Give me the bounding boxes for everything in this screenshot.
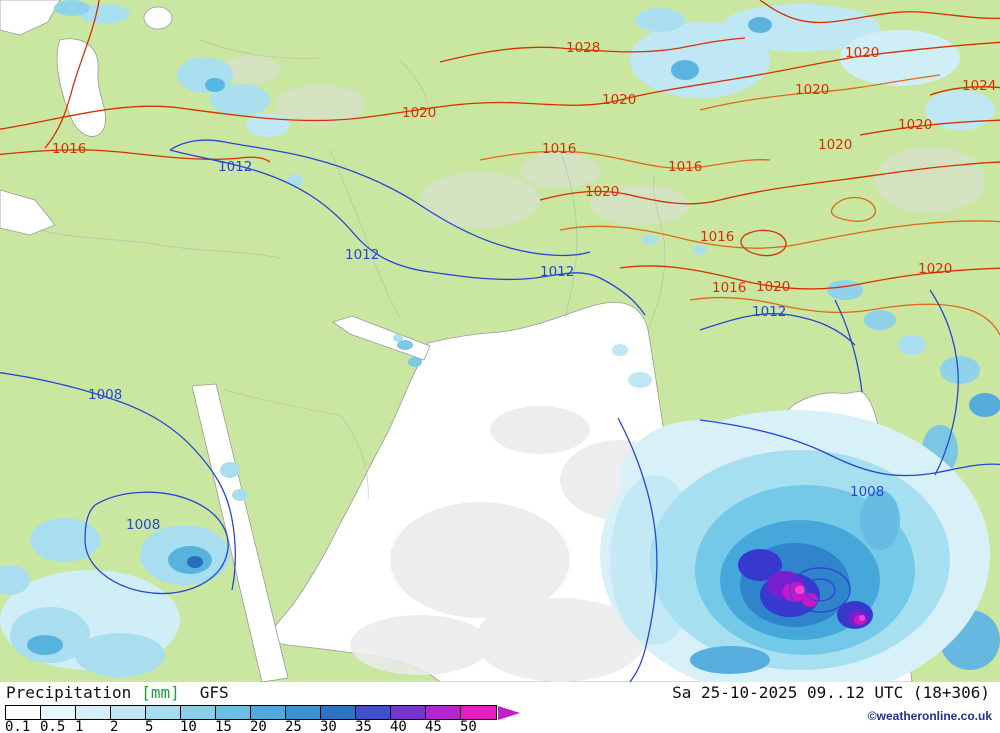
- isobar-label-red: 1020: [585, 184, 619, 200]
- isobar-label-red: 1020: [918, 261, 952, 277]
- isobar-label-red: 1020: [402, 105, 436, 121]
- legend-segment-35: [356, 706, 391, 719]
- legend-segment-45: [426, 706, 461, 719]
- map-title: Precipitation: [6, 683, 132, 702]
- footer-line: Precipitation [mm] GFS Sa 25-10-2025 09..1…: [0, 682, 1000, 703]
- footer: Precipitation [mm] GFS Sa 25-10-2025 09..1…: [0, 682, 1000, 733]
- legend-value-2: 2: [110, 719, 119, 733]
- legend-segment-20: [251, 706, 286, 719]
- legend-value-40: 40: [390, 719, 407, 733]
- legend-value-35: 35: [355, 719, 372, 733]
- legend-value-20: 20: [250, 719, 267, 733]
- legend-segment-25: [286, 706, 321, 719]
- isobar-label-red: 1016: [712, 280, 746, 296]
- country-borders: [39, 39, 666, 501]
- isobar-label-red: 1016: [542, 141, 576, 157]
- legend-segment-50: [461, 706, 496, 719]
- isobar-label-red: 1024: [962, 78, 996, 94]
- isobar-label-red: 1016: [700, 229, 734, 245]
- legend-value-30: 30: [320, 719, 337, 733]
- legend-segment-40: [391, 706, 426, 719]
- sea-area-red-sea: [191, 383, 289, 682]
- isobar-label-blue: 1008: [850, 484, 884, 500]
- isobars-blue: [0, 139, 1000, 682]
- legend-value-25: 25: [285, 719, 302, 733]
- legend-arrow: [498, 705, 520, 720]
- legend-segment-5: [146, 706, 181, 719]
- legend-value-50: 50: [460, 719, 477, 733]
- legend-segment-10: [181, 706, 216, 719]
- cyclone-core: [738, 549, 782, 581]
- isobar-label-red: 1020: [818, 137, 852, 153]
- legend-value-1: 1: [75, 719, 84, 733]
- terrain-layer: [220, 56, 985, 228]
- isobar-label-blue: 1012: [752, 304, 786, 320]
- legend-value-15: 15: [215, 719, 232, 733]
- legend-labels: 0.1 0.5 1 2 5 10 15 20 25 30 35 40 45 50: [5, 719, 495, 733]
- isobar-label-red: 1020: [602, 92, 636, 108]
- isobar-label-red: 1020: [845, 45, 879, 61]
- isobar-labels: 1028 1020 1024 1020 1020 1020 1020 1016 1016 1020…: [52, 40, 996, 533]
- map-model: GFS: [199, 683, 229, 702]
- legend-value-0.1: 0.1: [5, 719, 31, 733]
- isobar-label-blue: 1012: [540, 264, 574, 280]
- sea-area-aral: [143, 6, 173, 30]
- map-datetime: Sa 25-10-2025 09..12 UTC (18+306): [672, 683, 990, 702]
- legend-value-5: 5: [145, 719, 154, 733]
- copyright-link[interactable]: ©weatheronline.co.uk: [867, 709, 992, 723]
- legend-segment-2: [111, 706, 146, 719]
- isobar-label-red: 1020: [756, 279, 790, 295]
- weather-map: 1028 1020 1024 1020 1020 1020 1020 1016 1016 1020…: [0, 0, 1000, 682]
- legend-segment-15: [216, 706, 251, 719]
- sea-area-black-sea: [0, 0, 61, 36]
- isobar-label-blue: 1012: [345, 247, 379, 263]
- sea-area-mediterranean: [0, 189, 56, 236]
- isobar-label-red: 1020: [898, 117, 932, 133]
- isobars-red: [0, 0, 1000, 336]
- legend-value-45: 45: [425, 719, 442, 733]
- isobar-label-blue: 1012: [218, 159, 252, 175]
- legend-bar: [5, 705, 497, 720]
- isobar-label-red: 1020: [795, 82, 829, 98]
- legend: [5, 705, 520, 720]
- legend-value-10: 10: [180, 719, 197, 733]
- footer-left: Precipitation [mm] GFS: [6, 683, 239, 702]
- isobar-label-red: 1016: [52, 141, 86, 157]
- isobar-label-red: 1028: [566, 40, 600, 56]
- precipitation-layer: [0, 0, 1000, 682]
- legend-segment-0.5: [41, 706, 76, 719]
- isobar-label-red: 1016: [668, 159, 702, 175]
- map-unit: [mm]: [141, 683, 180, 702]
- isobar-label-blue: 1008: [88, 387, 122, 403]
- legend-segment-1: [76, 706, 111, 719]
- legend-value-0.5: 0.5: [40, 719, 66, 733]
- map-area: 1028 1020 1024 1020 1020 1020 1020 1016 1016 1020…: [0, 0, 1000, 682]
- legend-segment-0.1: [6, 706, 41, 719]
- isobar-label-blue: 1008: [126, 517, 160, 533]
- legend-segment-30: [321, 706, 356, 719]
